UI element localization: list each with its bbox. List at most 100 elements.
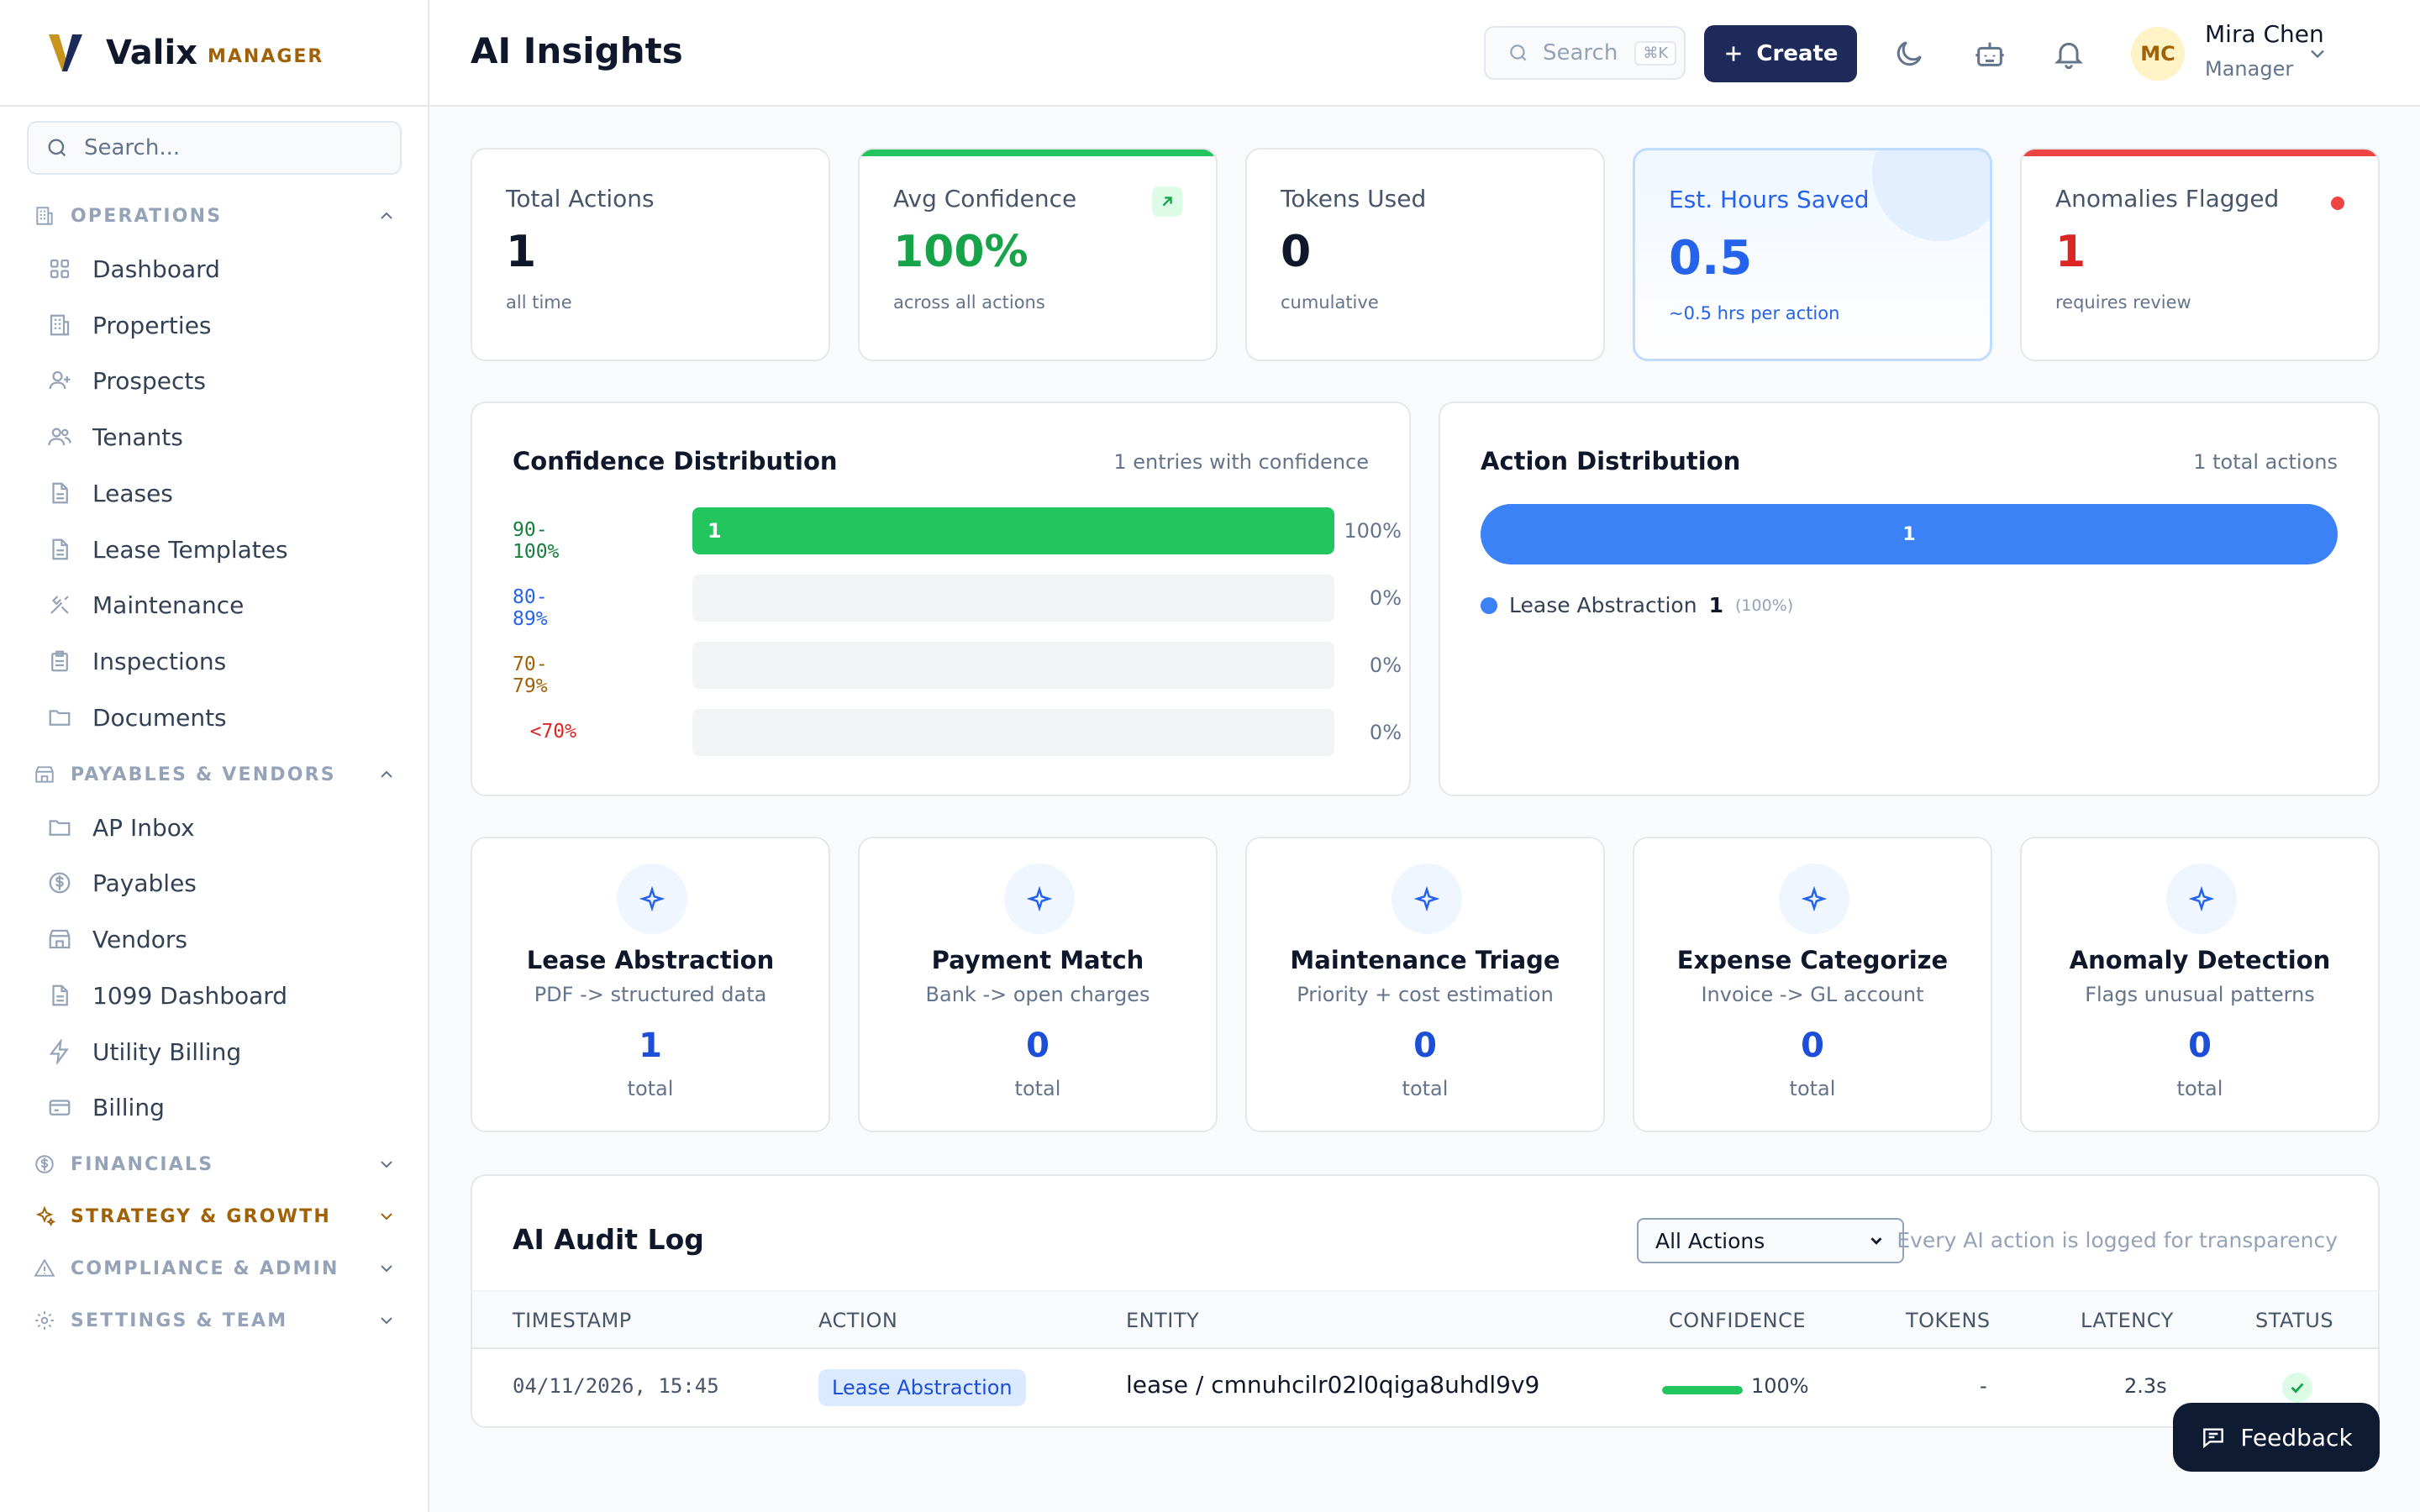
user-role: Manager [2205, 57, 2294, 81]
stat-sub: all time [506, 292, 572, 312]
column-header[interactable]: ACTION [818, 1309, 898, 1332]
create-button-label: Create [1756, 41, 1839, 66]
chevron-down-icon [381, 1161, 392, 1168]
bell-icon[interactable] [2052, 37, 2086, 71]
sparkle-icon-wrap [1392, 864, 1462, 934]
action-distribution-bar[interactable]: 1 [1481, 504, 2338, 564]
column-header[interactable]: TOKENS [1906, 1309, 1991, 1332]
sidebar-item-dashboard[interactable]: Dashboard [47, 247, 400, 291]
sparkles-icon [35, 1205, 55, 1226]
feature-card-anomaly-detection[interactable]: Anomaly Detection Flags unusual patterns… [2020, 837, 2380, 1132]
confidence-mini-bar [1662, 1386, 1743, 1394]
stat-card-hours-saved: Est. Hours Saved 0.5 ~0.5 hrs per action [1633, 148, 1992, 361]
sidebar-item-leases[interactable]: Leases [47, 471, 400, 515]
warning-icon [34, 1258, 55, 1277]
confidence-range-label: 90-100% [513, 519, 560, 563]
column-header[interactable]: TIMESTAMP [513, 1309, 632, 1332]
section-settings-team[interactable]: SETTINGS & TEAM [34, 1304, 400, 1337]
user-name[interactable]: Mira Chen [2205, 20, 2324, 48]
column-header[interactable]: ENTITY [1126, 1309, 1200, 1332]
action-legend: Lease Abstraction 1 (100%) [1481, 593, 1793, 617]
robot-icon[interactable] [1973, 37, 2007, 71]
table-header: TIMESTAMP ACTION ENTITY CONFIDENCE TOKEN… [472, 1290, 2378, 1349]
section-financials[interactable]: FINANCIALS [34, 1147, 400, 1181]
sidebar-item-utility-billing[interactable]: Utility Billing [47, 1030, 400, 1074]
trend-up-badge [1152, 186, 1182, 217]
clipboard-icon [51, 650, 68, 672]
section-payables-vendors[interactable]: PAYABLES & VENDORS [34, 758, 400, 791]
search-icon [1510, 45, 1527, 61]
confidence-pct: 0% [1369, 586, 1402, 610]
confidence-range-label: 70-79% [513, 654, 548, 697]
column-header[interactable]: CONFIDENCE [1669, 1309, 1807, 1332]
top-bar: AI Insights Search ⌘K Create MC Mira Che… [430, 0, 2420, 107]
feature-card-lease-abstraction[interactable]: Lease Abstraction PDF -> structured data… [471, 837, 830, 1132]
column-header[interactable]: STATUS [2255, 1309, 2334, 1332]
feature-card-maintenance-triage[interactable]: Maintenance Triage Priority + cost estim… [1245, 837, 1605, 1132]
section-compliance-admin[interactable]: COMPLIANCE & ADMIN [34, 1252, 400, 1285]
sidebar-item-label: Leases [92, 479, 173, 507]
audit-filter-select[interactable]: All Actions [1637, 1218, 1904, 1263]
feature-count: 0 [1026, 1026, 1050, 1065]
sidebar-item-ap-inbox[interactable]: AP Inbox [47, 806, 400, 849]
stat-sub: across all actions [893, 292, 1045, 312]
sidebar-search-input[interactable]: Search... [27, 121, 402, 175]
chevron-down-icon [1870, 1237, 1882, 1245]
feature-sub: Flags unusual patterns [2085, 983, 2315, 1006]
sidebar-item-maintenance[interactable]: Maintenance [47, 583, 400, 627]
confidence-range-label: <70% [529, 721, 576, 743]
sidebar: Valix MANAGER Search... OPERATIONS Dashb… [0, 0, 429, 1512]
feature-sub: PDF -> structured data [534, 983, 767, 1006]
stat-value: 0 [1281, 227, 1312, 277]
sidebar-item-inspections[interactable]: Inspections [47, 639, 400, 683]
moon-icon[interactable] [1892, 37, 1926, 71]
brand-tag: MANAGER [207, 46, 324, 67]
table-row[interactable]: 04/11/2026, 15:45 Lease Abstraction leas… [472, 1349, 2378, 1428]
sidebar-item-prospects[interactable]: Prospects [47, 359, 400, 402]
feature-sub: Bank -> open charges [925, 983, 1150, 1006]
feedback-button[interactable]: Feedback [2173, 1403, 2380, 1472]
section-strategy-growth[interactable]: STRATEGY & GROWTH [34, 1200, 400, 1233]
alert-dot [2331, 197, 2344, 210]
chevron-up-icon [381, 212, 392, 219]
sidebar-item-label: Dashboard [92, 255, 220, 283]
cell-entity[interactable]: lease / cmnuhcilr02l0qiga8uhdl9v9 [1126, 1371, 1540, 1399]
sidebar-item-vendors[interactable]: Vendors [47, 917, 400, 961]
feature-unit: total [1014, 1077, 1061, 1100]
chevron-down-icon[interactable] [2306, 42, 2329, 66]
sparkle-icon-wrap [617, 864, 687, 934]
section-operations[interactable]: OPERATIONS [34, 199, 400, 233]
sidebar-item-billing[interactable]: Billing [47, 1085, 400, 1129]
decorative-bubble [1872, 150, 1990, 241]
create-button[interactable]: Create [1704, 25, 1857, 82]
sidebar-item-lease-templates[interactable]: Lease Templates [47, 528, 400, 571]
sparkle-icon-wrap [1779, 864, 1849, 934]
page-title: AI Insights [471, 30, 683, 71]
document-icon [52, 482, 68, 504]
brand-name: Valix [106, 33, 197, 72]
feature-card-payment-match[interactable]: Payment Match Bank -> open charges 0 tot… [858, 837, 1218, 1132]
section-compliance-label: COMPLIANCE & ADMIN [71, 1257, 339, 1279]
sidebar-item-label: Inspections [92, 647, 227, 675]
audit-log-panel: AI Audit Log All Actions Every AI action… [471, 1174, 2380, 1428]
avatar[interactable]: MC [2131, 27, 2185, 81]
confidence-row: 70-79% 0% [513, 642, 1402, 697]
sidebar-item-tenants[interactable]: Tenants [47, 415, 400, 459]
sidebar-item-label: 1099 Dashboard [92, 981, 288, 1010]
sidebar-item-label: Payables [92, 869, 197, 897]
stat-accent-line [860, 150, 1216, 156]
feature-title: Expense Categorize [1676, 946, 1949, 974]
brand[interactable]: Valix MANAGER [0, 0, 428, 107]
feature-title: Maintenance Triage [1290, 946, 1560, 974]
feature-card-expense-categorize[interactable]: Expense Categorize Invoice -> GL account… [1633, 837, 1992, 1132]
global-search-button[interactable]: Search ⌘K [1484, 26, 1686, 80]
search-icon [48, 139, 66, 157]
sidebar-item-documents[interactable]: Documents [47, 696, 400, 739]
sidebar-item-1099-dashboard[interactable]: 1099 Dashboard [47, 974, 400, 1017]
sidebar-item-payables[interactable]: Payables [47, 861, 400, 905]
section-operations-label: OPERATIONS [71, 205, 223, 227]
plus-icon [1726, 46, 1742, 61]
column-header[interactable]: LATENCY [2081, 1309, 2174, 1332]
sidebar-item-label: Utility Billing [92, 1037, 242, 1066]
sidebar-item-properties[interactable]: Properties [47, 303, 400, 347]
